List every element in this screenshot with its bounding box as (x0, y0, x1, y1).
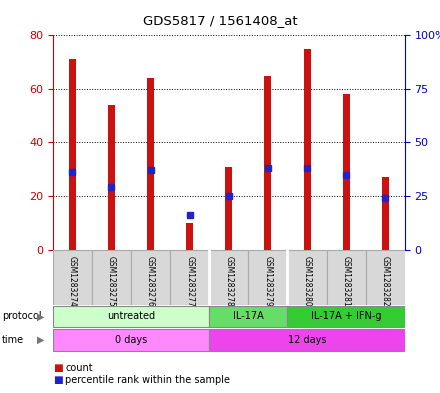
Bar (108, 105, 115, 250)
Bar (69, 59, 76, 250)
Text: GSM1283278: GSM1283278 (224, 256, 233, 307)
FancyBboxPatch shape (53, 329, 209, 351)
Text: ■: ■ (53, 363, 62, 373)
Text: GSM1283276: GSM1283276 (146, 256, 155, 307)
Bar (264, 75, 271, 250)
FancyBboxPatch shape (53, 250, 92, 305)
Text: protocol: protocol (2, 311, 42, 321)
Text: GSM1283282: GSM1283282 (381, 256, 390, 307)
Text: GSM1283277: GSM1283277 (185, 256, 194, 307)
Text: GSM1283279: GSM1283279 (264, 256, 272, 307)
FancyBboxPatch shape (248, 250, 287, 305)
Text: 12 days: 12 days (288, 335, 326, 345)
Text: ■: ■ (53, 375, 62, 386)
FancyBboxPatch shape (326, 250, 366, 305)
FancyBboxPatch shape (287, 306, 405, 327)
FancyBboxPatch shape (92, 250, 131, 305)
Text: GSM1283274: GSM1283274 (68, 256, 77, 307)
FancyBboxPatch shape (366, 250, 405, 305)
FancyBboxPatch shape (209, 306, 287, 327)
Bar (225, 167, 232, 250)
Text: GSM1283275: GSM1283275 (107, 256, 116, 307)
Text: 0 days: 0 days (115, 335, 147, 345)
Text: GSM1283281: GSM1283281 (341, 256, 351, 307)
FancyBboxPatch shape (287, 250, 326, 305)
FancyBboxPatch shape (53, 306, 209, 327)
Text: GSM1283280: GSM1283280 (303, 256, 312, 307)
FancyBboxPatch shape (209, 329, 405, 351)
Bar (186, 223, 193, 250)
FancyBboxPatch shape (209, 250, 248, 305)
Text: count: count (65, 363, 93, 373)
Text: ▶: ▶ (37, 335, 44, 345)
Bar (304, 49, 311, 250)
Text: time: time (2, 335, 24, 345)
Text: untreated: untreated (107, 311, 155, 321)
FancyBboxPatch shape (131, 250, 170, 305)
FancyBboxPatch shape (170, 250, 209, 305)
Text: percentile rank within the sample: percentile rank within the sample (65, 375, 230, 386)
Bar (382, 177, 389, 250)
Text: IL-17A + IFN-g: IL-17A + IFN-g (311, 311, 381, 321)
Text: IL-17A: IL-17A (233, 311, 264, 321)
Text: GDS5817 / 1561408_at: GDS5817 / 1561408_at (143, 14, 297, 27)
Bar (147, 78, 154, 250)
Bar (343, 94, 350, 250)
Text: ▶: ▶ (37, 311, 44, 321)
